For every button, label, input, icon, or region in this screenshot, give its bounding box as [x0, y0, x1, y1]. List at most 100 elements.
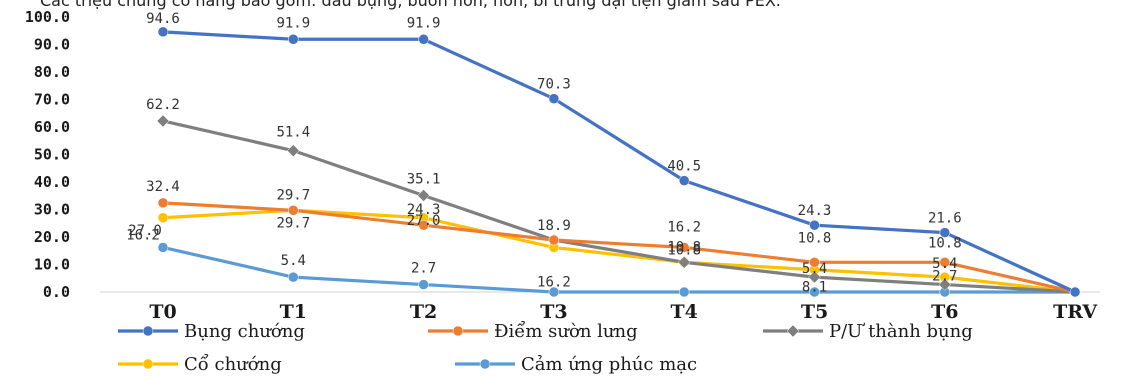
data-label: 51.4: [276, 125, 310, 141]
data-label: 10.8: [667, 239, 701, 255]
data-label: 16.2: [537, 274, 571, 290]
series-group: [157, 26, 1081, 298]
legend-label: P/Ư thành bụng: [829, 321, 973, 342]
series-marker: [678, 286, 690, 298]
legend-item: Bụng chướng: [118, 321, 305, 342]
y-tick-label: 70.0: [34, 91, 70, 109]
series-marker: [286, 144, 300, 158]
data-label: 16.2: [126, 227, 160, 243]
x-tick-label: T2: [410, 301, 437, 323]
series-marker: [786, 324, 800, 338]
series-marker: [157, 242, 169, 253]
x-tick-label: T6: [931, 301, 958, 323]
series-marker: [417, 189, 430, 202]
data-label: 24.3: [407, 202, 441, 218]
series-line: [161, 119, 1077, 294]
series-marker: [157, 26, 169, 38]
series-marker: [939, 257, 951, 268]
data-label: 91.9: [276, 15, 310, 31]
series-marker: [677, 255, 691, 269]
series-marker: [157, 197, 169, 209]
series-marker: [418, 219, 429, 231]
data-label: 10.8: [928, 235, 962, 251]
legend-label: Bụng chướng: [184, 321, 305, 342]
series-marker: [288, 271, 299, 283]
x-tick-label: TRV: [1053, 301, 1098, 323]
y-tick-label: 20.0: [34, 228, 70, 246]
legend-label: Cảm ứng phúc mạc: [521, 354, 697, 375]
series-marker: [418, 34, 429, 45]
data-label: 35.1: [407, 171, 441, 187]
data-label: 94.6: [146, 11, 180, 27]
y-tick-label: 60.0: [34, 118, 70, 136]
data-label: 10.8: [667, 242, 701, 258]
y-tick-label: 30.0: [34, 201, 70, 219]
series-marker: [938, 278, 952, 291]
series-marker: [809, 219, 820, 231]
y-tick-label: 80.0: [34, 63, 70, 81]
data-label-layer: 94.6 91.9 91.9 70.3 40.5 24.3 21.6 32.4 29.7 24.3…: [126, 11, 962, 296]
data-label: 2.7: [932, 269, 957, 285]
y-tick-label: 50.0: [34, 146, 70, 164]
series-marker: [157, 212, 169, 223]
legend-item: Cổ chướng: [118, 353, 282, 375]
data-label: 10.8: [798, 230, 832, 246]
series-marker: [479, 358, 491, 370]
legend-label: Điểm sườn lưng: [494, 320, 638, 342]
data-label: 62.2: [146, 97, 180, 113]
data-label: 32.4: [146, 179, 180, 195]
x-tick-label: T1: [280, 301, 307, 323]
y-tick-label: 0.0: [43, 283, 70, 301]
axis-layer: 0.0 10.0 20.0 30.0 40.0 50.0 60.0 70.0 80.0 90.0 1…: [25, 8, 1100, 323]
data-label: 21.6: [928, 211, 962, 227]
series-marker: [452, 325, 464, 337]
series-line: [161, 201, 1077, 294]
data-label: 24.3: [798, 203, 832, 219]
legend-item: P/Ư thành bụng: [763, 321, 973, 342]
series-line: [161, 245, 1077, 294]
data-label: 5.4: [281, 253, 306, 269]
data-label: 5.4: [802, 261, 827, 277]
series-marker: [809, 257, 820, 268]
series-marker: [678, 175, 690, 186]
x-tick-label: T0: [149, 301, 176, 323]
data-label: 70.3: [537, 77, 571, 93]
data-label: 91.9: [407, 15, 441, 31]
x-tick-label: T5: [801, 301, 828, 323]
data-label: 27.0: [128, 223, 162, 239]
legend-item: Điểm sườn lưng: [428, 320, 638, 342]
data-label: 16.2: [667, 219, 701, 235]
series-marker: [288, 205, 299, 216]
series-marker: [288, 34, 299, 45]
legend: Bụng chướng Điểm sườn lưng P/Ư thành bụng C…: [118, 320, 973, 375]
y-tick-label: 90.0: [34, 36, 70, 54]
series-marker: [1069, 286, 1081, 298]
series-marker: [808, 270, 821, 284]
series-marker: [939, 227, 951, 238]
series-marker: [142, 358, 154, 370]
data-label: 8.1: [802, 280, 827, 296]
cut-off-caption: Các triệu chứng cơ năng bao gồm: đau bụn…: [40, 0, 781, 10]
legend-item: Cảm ứng phúc mạc: [455, 354, 697, 375]
series-marker: [678, 242, 690, 253]
series-layer: [156, 26, 1082, 299]
data-label: 29.7: [276, 215, 310, 231]
series-marker: [156, 114, 170, 128]
series-marker: [809, 286, 820, 298]
x-tick-label: T4: [671, 301, 698, 323]
y-tick-label: 10.0: [34, 256, 70, 274]
data-label: 2.7: [411, 261, 436, 277]
y-tick-label: 100.0: [25, 8, 70, 26]
data-label: 29.7: [276, 187, 310, 203]
series-marker: [142, 325, 154, 337]
series-marker: [418, 279, 429, 290]
x-tick-label: T3: [540, 301, 567, 323]
legend-label: Cổ chướng: [184, 353, 282, 375]
series-marker: [548, 234, 560, 246]
data-label: 27.0: [407, 213, 441, 229]
series-group: [157, 197, 1081, 298]
series-marker: [548, 93, 560, 104]
series-marker: [548, 286, 560, 298]
data-label: 5.4: [932, 256, 957, 272]
